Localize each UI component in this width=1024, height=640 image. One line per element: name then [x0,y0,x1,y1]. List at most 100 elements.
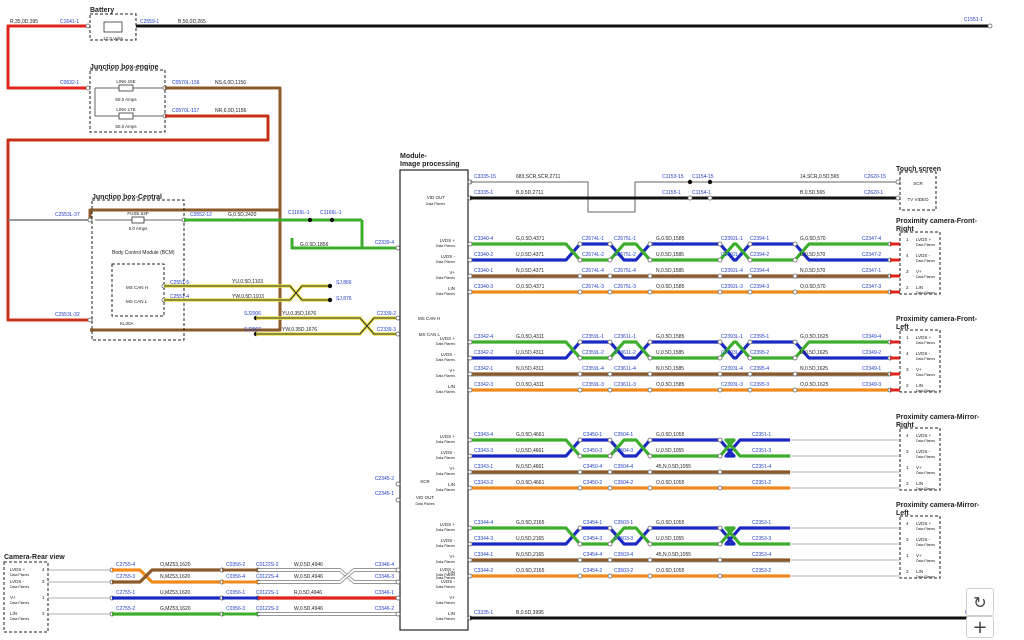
mr-pin-label: LIN [916,481,923,486]
mr-pin-sublabel: Data Planes [436,440,455,444]
wire-label: W,0.5D,4946 [294,606,323,612]
refresh-icon: ↻ [973,592,987,612]
connector-pin [577,339,583,345]
wire-label: U,0.5D,4371 [516,252,544,258]
battery-feed-wire [6,24,88,90]
wire-label: N,0.5D,4311 [516,366,544,372]
fr-pin-label: V+ [916,269,922,274]
connector-pin [395,567,401,573]
battery-box [89,13,137,41]
connector-label: C1154-1 [692,190,711,196]
connector-pin [647,525,653,531]
connector-pin [647,273,653,279]
wire-label: YU,0.35D,1676 [282,311,316,317]
rear-module-pin-label: LVDS - [441,579,456,584]
pin-label: VID OUT [427,195,446,200]
splice-dot [707,179,713,185]
splice-dot [327,297,333,303]
connector-label: C2394-3 [750,284,769,290]
connector-pin [647,573,653,579]
splice-dot [687,179,693,185]
mr-pin-sublabel: Data Planes [916,471,935,475]
nr-wire [6,114,270,322]
module-image-processing [399,169,469,631]
connector-label: C3504-1 [614,432,633,438]
connector-pin [467,525,473,531]
wire-label: N,0.5D,1585 [656,366,684,372]
fl-pin-label: LVDS - [916,351,931,356]
connector-pin [607,273,613,279]
touch-screen-box [899,171,937,211]
wire-label: U,0.5D,1625 [800,350,828,356]
ns-wire-to-jbc [88,140,282,220]
ml-pin-number: 1 [906,553,909,558]
connector-label: C3454-1 [583,520,602,526]
connector-label: C2339-2 [377,311,396,317]
connector-pin [395,497,401,503]
connector-pin [647,557,653,563]
connector-label: C3342-4 [474,334,493,340]
connector-pin [467,257,473,263]
connector-label: C2359L-3 [582,382,604,388]
connector-label: C0122S-2 [256,562,279,568]
connector-pin [607,573,613,579]
fr-pin-label: LIN [448,286,455,291]
fr-pin-sublabel: Data Planes [436,292,455,296]
connector-pin [395,315,401,321]
fr-pin-sublabel: Data Planes [916,275,935,279]
connector-pin [87,217,93,223]
connector-pin [792,257,798,263]
mr-pin-label: V+ [449,466,455,471]
connector-label: C0356-3 [226,606,245,612]
rear-pin-sublabel: Data Planes [10,601,29,605]
rear-pin-label: LIN [10,611,17,616]
fl-pin-label: V+ [449,368,455,373]
connector-label: C2553L-32 [55,312,80,318]
splice-label: SJ2007 [244,327,261,333]
fl-pin-sublabel: Data Planes [916,389,935,393]
connector-pin [717,355,723,361]
wire-label: N,MZ53,1620 [160,574,191,580]
ml-pin-label: V+ [449,554,455,559]
zoom-in-button[interactable]: + [966,616,994,638]
mr-title: Proximity camera-Mirror- [896,414,980,421]
pin-label: MS CAN L [419,332,441,337]
wire-label: R,35,0D,395 [10,19,38,25]
pin-label: SCR [420,479,430,484]
connector-pin [467,541,473,547]
connector-label: C2347-1 [862,268,881,274]
connector-label: C2359L-2 [582,350,604,356]
connector-pin [607,289,613,295]
connector-pin [607,453,613,459]
plus-icon: + [972,616,988,638]
connector-label: C3335-1 [474,610,493,616]
battery-title: Battery [90,7,114,14]
wire-label: B,0.5D,565 [800,190,825,196]
wire-label: 683,SCR,SCR,2711 [516,174,561,180]
connector-pin [607,437,613,443]
connector-label: C2353-4 [752,552,771,558]
connector-pin [717,387,723,393]
fl-pin-number: 4 [906,351,909,356]
connector-pin [647,541,653,547]
connector-pin [717,241,723,247]
wire-label: B,50,0D,265 [178,19,206,25]
rear-module-pin-sublabel: Data Planes [436,601,455,605]
wire-label: G,0.5D,4371 [516,236,545,242]
link-label: LINK 17E [116,107,135,112]
fl-pin-sublabel: Data Planes [436,390,455,394]
splice-label: SJ2006 [244,311,261,317]
rear-module-pin-sublabel: Data Planes [436,573,455,577]
splice-dot [329,217,335,223]
connector-label: C3340-4 [474,236,493,242]
wire-label: G,0.5D,2165 [516,520,545,526]
reset-view-button[interactable]: ↻ [966,588,994,616]
wire-label: O,0.5D,570 [800,284,826,290]
rear-pin-number: 3 [42,579,45,584]
can-l-trace [164,285,330,301]
connector-pin [717,525,723,531]
connector-pin [895,179,901,185]
ml-pin-label: LIN [916,569,923,574]
connector-pin [792,289,798,295]
connector-label: C0122S-1 [256,590,279,596]
